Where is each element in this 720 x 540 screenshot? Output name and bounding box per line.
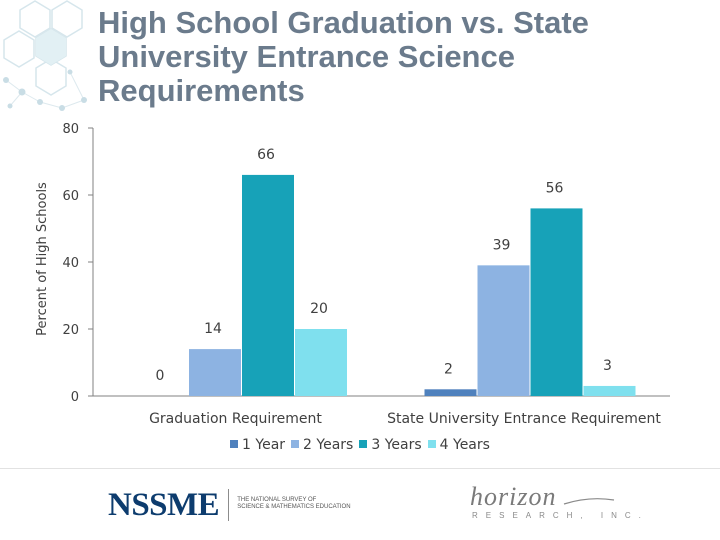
legend-swatch <box>291 440 300 448</box>
y-tick-label: 60 <box>62 189 79 204</box>
bar <box>189 349 241 396</box>
nssme-logo: NSSME THE NATIONAL SURVEY OF SCIENCE & MAT… <box>108 486 367 524</box>
legend-label: 4 Years <box>439 437 490 453</box>
legend-swatch <box>359 440 368 448</box>
bar-value-label: 3 <box>603 358 612 374</box>
hexagon-network-decoration <box>3 0 87 111</box>
y-tick-label: 40 <box>62 256 79 271</box>
bar-chart: Percent of High Schools 0 20 40 60 80 0 14 66 2… <box>35 122 670 427</box>
nssme-logo-wordmark: NSSME <box>108 487 220 523</box>
bar <box>530 208 583 396</box>
legend-label: 3 Years <box>371 437 422 453</box>
bar <box>477 265 530 396</box>
legend-label: 1 Year <box>242 437 286 453</box>
horizon-logo-swash <box>563 498 615 505</box>
nssme-logo-divider <box>228 489 230 521</box>
legend-swatch <box>230 440 239 448</box>
y-tick-label: 0 <box>71 390 79 405</box>
legend-swatch <box>427 440 436 448</box>
y-tick-label: 80 <box>62 122 79 137</box>
legend-item: 4 Years <box>427 437 490 453</box>
horizon-logo-script: horizon <box>470 482 557 511</box>
bar <box>583 385 636 396</box>
bar-value-label: 14 <box>204 321 222 337</box>
y-tick-label: 20 <box>62 323 79 338</box>
bar <box>424 389 477 396</box>
bar-value-label: 56 <box>546 180 564 196</box>
legend-item: 2 Years <box>291 437 353 453</box>
horizon-logo-subtitle: RESEARCH, INC. <box>472 511 649 520</box>
nssme-logo-subtitle-line-2: SCIENCE & MATHEMATICS EDUCATION <box>237 504 351 510</box>
bar-value-label: 20 <box>310 301 328 317</box>
bar-value-label: 0 <box>156 368 165 384</box>
legend-label: 2 Years <box>303 437 354 453</box>
bar <box>242 174 294 396</box>
horizon-research-logo: horizon RESEARCH, INC. <box>464 482 641 527</box>
x-category-label: Graduation Requirement <box>149 411 322 427</box>
y-axis-title: Percent of High Schools <box>35 182 50 336</box>
page-title: High School Graduation vs. State Univers… <box>98 5 589 108</box>
footer-divider <box>0 468 720 469</box>
legend-item: 3 Years <box>359 437 422 453</box>
nssme-logo-subtitle: THE NATIONAL SURVEY OF SCIENCE & MATHEMAT… <box>237 497 367 511</box>
bar-value-label: 39 <box>493 237 511 253</box>
nssme-logo-subtitle-line-1: THE NATIONAL SURVEY OF <box>237 497 317 503</box>
legend: 1 Year 2 Years 3 Years 4 Years <box>0 437 720 453</box>
legend-item: 1 Year <box>230 437 285 453</box>
bar <box>295 329 347 396</box>
bar-value-label: 2 <box>444 361 453 377</box>
bar-value-label: 66 <box>257 147 275 163</box>
x-category-label: State University Entrance Requirement <box>387 411 661 427</box>
